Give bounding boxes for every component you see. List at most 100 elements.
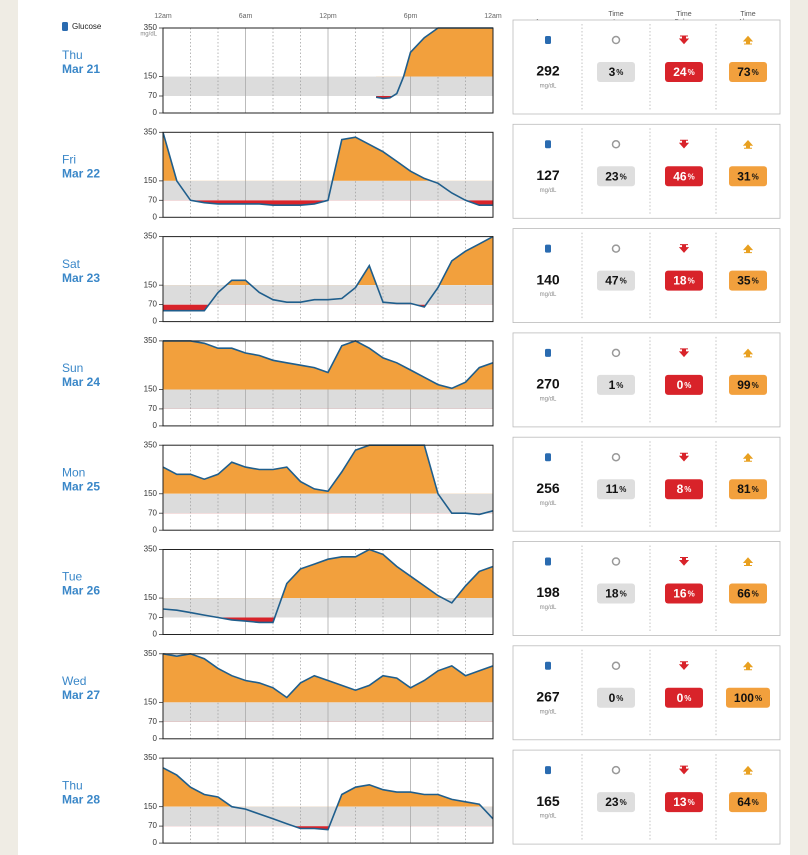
- below-target-badge: [665, 479, 703, 500]
- in-target-badge: [597, 374, 635, 395]
- down-icon: [678, 765, 690, 775]
- meter-icon: [545, 36, 551, 44]
- up-icon: [742, 452, 754, 462]
- y-tick-label: 70: [148, 300, 157, 309]
- average-unit: mg/dL: [540, 814, 557, 820]
- y-tick-label: 70: [148, 404, 157, 413]
- above-target-percent: %: [752, 590, 759, 599]
- y-tick-label: 70: [148, 508, 157, 517]
- below-target-number: 0: [677, 378, 684, 392]
- below-target-percent: %: [688, 277, 695, 286]
- day-label: Wed: [62, 674, 86, 688]
- below-target-value: 0%: [677, 691, 692, 705]
- below-target-percent: %: [684, 381, 691, 390]
- y-tick-label: 150: [144, 72, 158, 81]
- day-label: Mon: [62, 465, 85, 479]
- in-target-number: 23: [605, 169, 619, 183]
- y-tick-label: 0: [153, 108, 158, 117]
- x-tick-label: 6pm: [404, 13, 418, 20]
- date-label: Mar 23: [62, 271, 100, 285]
- average-value: 267: [536, 689, 560, 705]
- meter-icon: [545, 140, 551, 149]
- target-icon: [611, 452, 621, 462]
- glucose-line: [162, 767, 494, 831]
- y-tick-label: 0: [153, 734, 158, 743]
- date-label: Mar 22: [62, 166, 100, 180]
- in-target-badge: [597, 270, 635, 291]
- in-target-number: 18: [605, 587, 619, 601]
- y-tick-label: 0: [153, 630, 158, 639]
- average-unit: mg/dL: [540, 605, 557, 611]
- average-unit: mg/dL: [540, 188, 557, 194]
- up-icon: [742, 140, 754, 149]
- below-target-value: 18%: [673, 274, 694, 288]
- day-label: Tue: [62, 570, 83, 584]
- date-label: Mar 24: [62, 375, 100, 389]
- average-unit: mg/dL: [540, 709, 557, 715]
- y-tick-label: 150: [144, 176, 158, 185]
- chart-frame: [162, 131, 494, 218]
- above-target-number: 31: [737, 169, 751, 183]
- below-target-value: 16%: [673, 587, 694, 601]
- below-target-badge: [665, 62, 703, 82]
- day-label: Thu: [62, 48, 83, 62]
- below-target-value: 8%: [677, 482, 692, 496]
- y-tick-label: 0: [153, 421, 158, 430]
- y-tick-label: 70: [148, 717, 157, 726]
- y-tick-label: 150: [144, 697, 158, 706]
- above-target-badge: [729, 792, 767, 813]
- average-value: 292: [536, 63, 560, 79]
- below-target-badge: [665, 687, 703, 708]
- in-target-percent: %: [620, 172, 627, 181]
- chart-frame: [162, 236, 494, 323]
- glucose-line: [163, 340, 494, 390]
- high-area: [376, 28, 493, 77]
- y-tick-label: 70: [148, 821, 157, 830]
- chart-frame: [162, 340, 494, 427]
- in-target-badge: [597, 479, 635, 500]
- average-unit: mg/dL: [540, 396, 557, 402]
- glucose-line: [162, 444, 494, 516]
- in-target-number: 1: [609, 378, 616, 392]
- below-target-percent: %: [684, 485, 691, 494]
- average-value: 140: [536, 271, 560, 287]
- y-unit: mg/dL: [140, 32, 157, 38]
- glucose-line: [163, 235, 494, 312]
- above-target-value: 99%: [737, 378, 758, 392]
- high-area: [163, 653, 493, 703]
- in-target-number: 3: [609, 65, 616, 79]
- date-label: Mar 26: [62, 584, 100, 598]
- y-tick-label: 150: [144, 802, 158, 811]
- day-label: Fri: [62, 152, 76, 166]
- above-target-value: 31%: [737, 169, 758, 183]
- y-tick-label: 150: [144, 385, 158, 394]
- below-target-value: 24%: [673, 65, 694, 79]
- y-tick-label: 0: [153, 317, 158, 326]
- in-target-percent: %: [616, 694, 623, 703]
- average-value: 165: [536, 793, 560, 809]
- y-tick-label: 350: [144, 232, 158, 241]
- in-target-badge: [597, 166, 635, 187]
- glucose-line: [162, 652, 494, 699]
- up-icon: [742, 244, 754, 254]
- down-icon: [678, 452, 690, 462]
- x-tick-label: 12am: [484, 13, 502, 20]
- chart-frame: [162, 757, 494, 844]
- in-target-badge: [597, 583, 635, 604]
- in-target-number: 0: [609, 691, 616, 705]
- column-header: Time: [608, 11, 623, 18]
- below-target-value: 0%: [677, 378, 692, 392]
- below-target-number: 8: [677, 482, 684, 496]
- in-target-value: 0%: [609, 691, 624, 705]
- y-tick-label: 350: [144, 336, 158, 345]
- target-icon: [611, 765, 621, 775]
- down-icon: [678, 661, 690, 671]
- y-tick-label: 70: [148, 91, 157, 100]
- y-tick-label: 350: [144, 23, 158, 32]
- below-target-number: 13: [673, 795, 687, 809]
- low-area: [163, 617, 493, 623]
- above-target-number: 66: [737, 587, 751, 601]
- above-target-badge: [729, 374, 767, 395]
- meter-icon: [545, 557, 551, 566]
- below-target-value: 46%: [673, 169, 694, 183]
